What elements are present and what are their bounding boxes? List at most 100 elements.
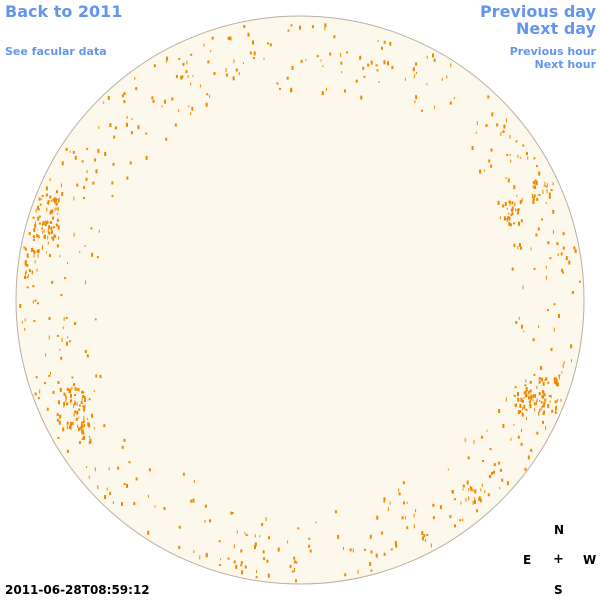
facula-speck: [493, 470, 495, 474]
facula-speck: [89, 435, 91, 439]
facula-speck: [343, 546, 344, 550]
facula-speck: [478, 496, 481, 499]
facula-speck: [472, 488, 474, 492]
facula-speck: [81, 397, 83, 401]
facula-speck: [291, 65, 294, 70]
facula-speck: [446, 75, 448, 79]
previous-day-link[interactable]: Previous day: [479, 2, 596, 21]
facula-speck: [46, 407, 49, 411]
facula-speck: [86, 354, 89, 358]
facula-speck: [416, 72, 417, 75]
facula-speck: [542, 420, 544, 424]
facula-speck: [64, 277, 67, 280]
facula-speck: [514, 208, 516, 212]
facula-speck: [536, 398, 538, 403]
facula-speck: [525, 393, 527, 398]
facula-speck: [535, 233, 538, 237]
facula-speck: [33, 250, 36, 255]
facula-speck: [267, 573, 270, 578]
facula-speck: [532, 193, 533, 198]
facula-speck: [432, 516, 435, 520]
facula-speck: [204, 519, 206, 523]
facula-speck: [505, 118, 507, 123]
facula-speck: [51, 280, 54, 284]
facula-speck: [526, 152, 528, 156]
facula-speck: [35, 208, 37, 213]
facula-speck: [453, 498, 456, 501]
facula-speck: [56, 418, 59, 422]
facula-speck: [165, 58, 167, 63]
facula-speck: [522, 399, 524, 403]
facula-speck: [90, 227, 93, 230]
facula-speck: [233, 560, 236, 564]
facula-speck: [480, 488, 482, 492]
facula-speck: [57, 207, 59, 212]
facula-speck: [178, 525, 181, 529]
facula-speck: [32, 216, 35, 219]
facula-speck: [76, 410, 79, 415]
facula-speck: [454, 524, 456, 528]
facula-speck: [286, 76, 289, 80]
facula-speck: [542, 405, 544, 408]
facula-speck: [103, 424, 106, 428]
facula-speck: [543, 410, 546, 414]
facula-speck: [433, 58, 436, 62]
facula-speck: [503, 216, 506, 221]
facula-speck: [473, 439, 475, 444]
facula-speck: [93, 427, 95, 430]
facula-speck: [544, 181, 546, 184]
facula-speck: [308, 544, 311, 548]
facula-speck: [506, 207, 508, 210]
facula-speck: [562, 232, 565, 236]
facula-speck: [300, 59, 303, 63]
facula-speck: [426, 83, 428, 86]
facula-speck: [491, 112, 494, 117]
facula-speck: [147, 494, 149, 498]
facula-speck: [337, 534, 340, 539]
facula-speck: [44, 382, 46, 385]
facula-speck: [538, 325, 540, 329]
facula-speck: [468, 488, 470, 492]
facula-speck: [41, 223, 43, 226]
facula-speck: [45, 186, 48, 191]
facula-speck: [545, 275, 547, 280]
facula-speck: [517, 410, 520, 415]
facula-speck: [59, 255, 61, 258]
facula-speck: [86, 147, 89, 150]
compass-east-label: E: [523, 553, 532, 567]
facula-speck: [26, 286, 29, 289]
facula-speck: [28, 232, 31, 236]
facula-speck: [521, 412, 524, 417]
facula-speck: [249, 51, 252, 55]
facula-speck: [35, 221, 36, 225]
facula-speck: [532, 184, 534, 189]
back-to-year-link[interactable]: Back to 2011: [5, 2, 123, 21]
previous-hour-link[interactable]: Previous hour: [509, 45, 596, 58]
facula-speck: [37, 208, 40, 211]
facula-speck: [74, 402, 76, 406]
facula-speck: [545, 265, 547, 269]
facula-speck: [543, 401, 546, 405]
facula-speck: [527, 455, 530, 460]
facula-speck: [553, 377, 556, 381]
next-day-link[interactable]: Next day: [516, 19, 596, 38]
facula-speck: [23, 246, 26, 249]
facula-speck: [108, 467, 110, 471]
facula-speck: [390, 548, 393, 551]
facula-speck: [85, 177, 88, 181]
facula-speck: [103, 101, 105, 104]
facula-speck: [549, 257, 552, 260]
facula-speck: [479, 169, 482, 174]
facula-speck: [254, 542, 257, 547]
facula-speck: [412, 67, 415, 72]
facula-speck: [538, 171, 541, 176]
facula-speck: [550, 347, 553, 351]
facula-speck: [377, 39, 379, 42]
facula-speck: [171, 97, 174, 101]
next-hour-link[interactable]: Next hour: [534, 58, 597, 71]
facula-speck: [506, 217, 508, 222]
facular-data-link[interactable]: See facular data: [5, 45, 107, 58]
facula-speck: [154, 505, 156, 508]
facula-speck: [121, 94, 124, 98]
